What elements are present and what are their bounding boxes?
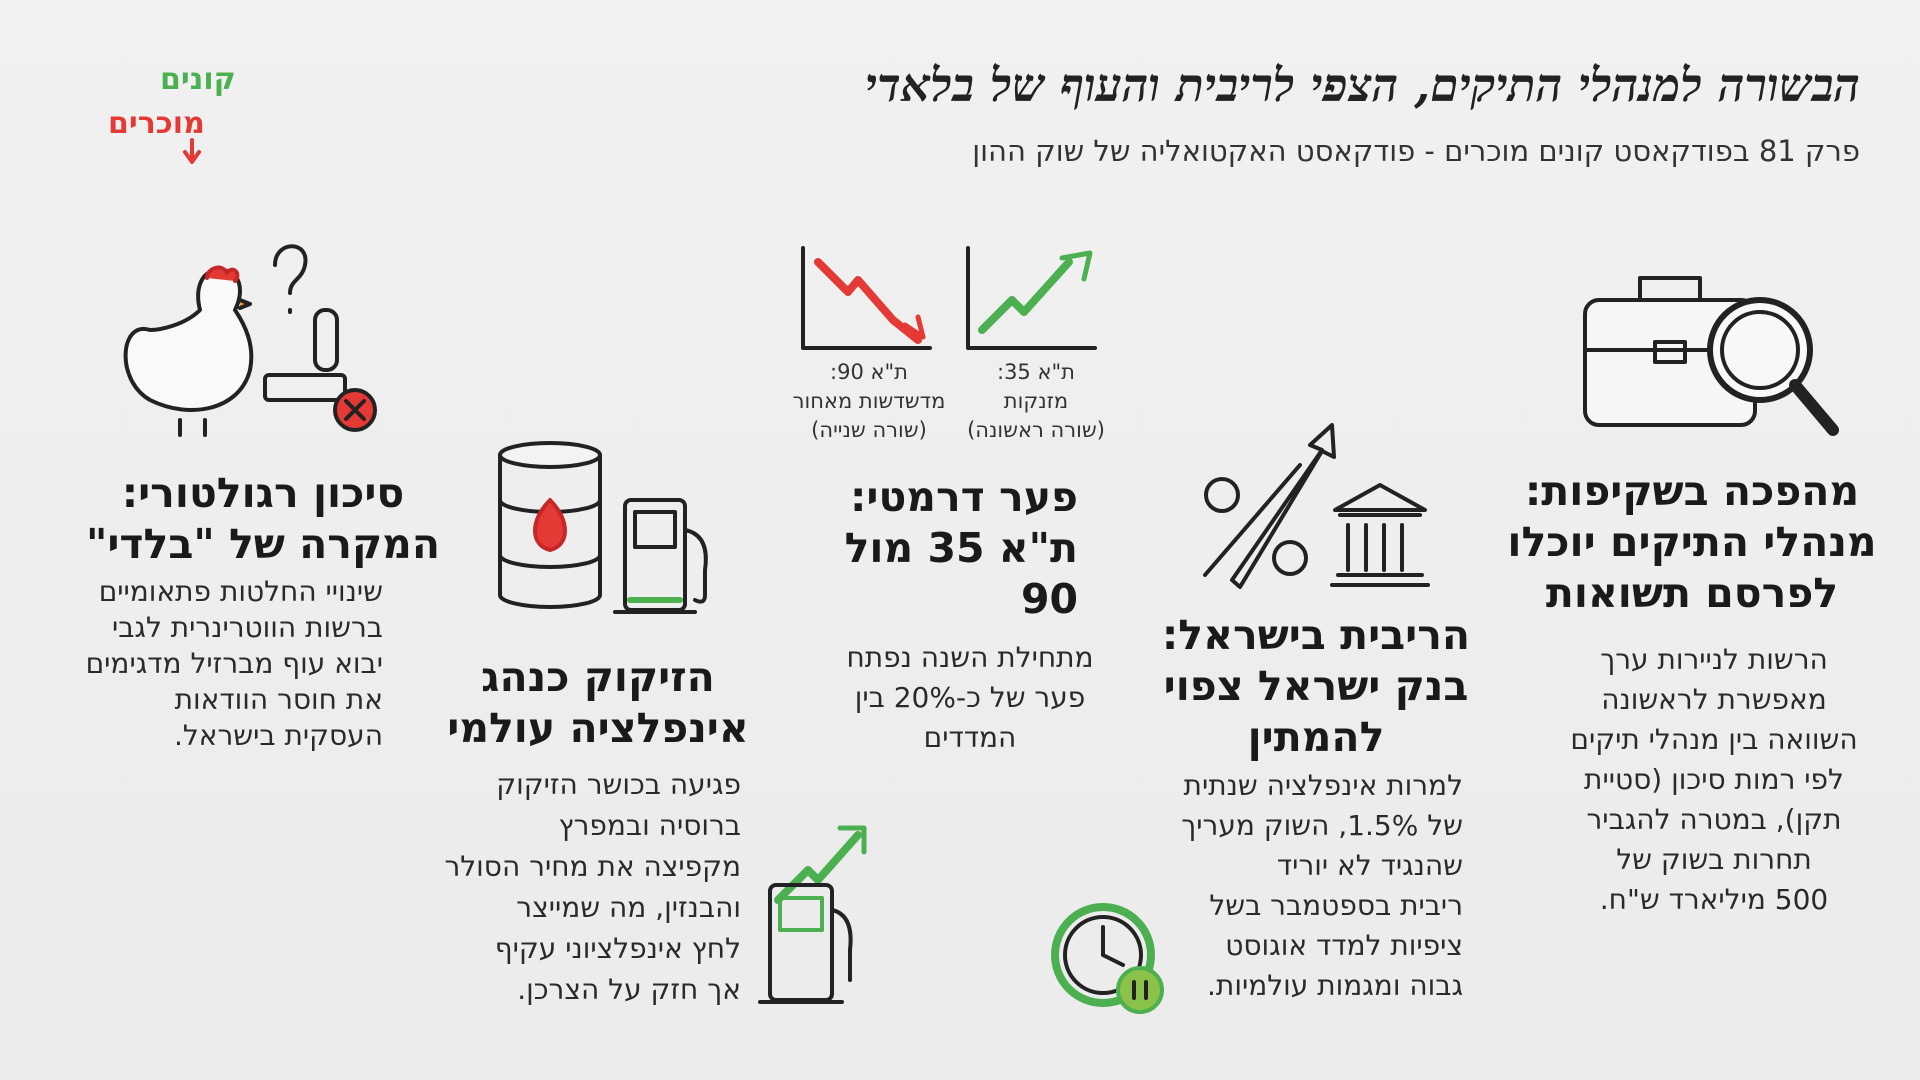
- section-title-line: 90: [1020, 575, 1078, 623]
- section-title-line: סיכון רגולטורי:: [121, 469, 405, 517]
- section-title: סיכון רגולטורי: המקרה של "בלדי": [86, 468, 440, 570]
- chart-label-line: ת"א 35:: [996, 360, 1075, 384]
- section-title: מהפכה בשקיפות: מנהלי התיקים יוכלו לפרסם תש…: [1507, 466, 1876, 619]
- section-body-line: את חוסר הוודאות: [174, 683, 383, 716]
- section-body: שינויי החלטות פתאומיים ברשות הווטרינרית ל…: [86, 574, 383, 754]
- section-title-line: ת"א 35 מול: [844, 524, 1078, 572]
- section-body-line: השוואה בין מנהלי תיקים: [1570, 723, 1858, 756]
- logo-top: קונים: [160, 62, 236, 97]
- section-body-line: ריבית בספטמבר בשל: [1209, 889, 1463, 922]
- chart-label: ת"א 35: מזנקות (שורה ראשונה): [967, 358, 1105, 445]
- page-subtitle: פרק 81 בפודקאסט קונים מוכרים - פודקאסט ה…: [972, 134, 1860, 168]
- section-body-line: לחץ אינפלציוני עקיף: [494, 932, 741, 965]
- section-body-line: ציפיות למדד אוגוסט: [1225, 929, 1463, 962]
- chart-label-line: מדשדשות מאחור: [792, 389, 946, 413]
- chart-label-line: מזנקות: [1003, 389, 1069, 413]
- section-body-line: 500 מיליארד ש"ח.: [1599, 883, 1829, 916]
- section-title-line: להמתין: [1247, 713, 1385, 761]
- page-title: הבשורה למנהלי התיקים, הצפי לריבית והעוף …: [864, 58, 1860, 112]
- section-body-line: גבוה ומגמות עולמיות.: [1207, 969, 1463, 1002]
- section-title-line: אינפלציה עולמי: [447, 704, 749, 752]
- section-body-line: שינויי החלטות פתאומיים: [98, 575, 383, 608]
- section-body-line: תחרות בשוק של: [1616, 843, 1812, 876]
- section-title-line: לפרסם תשואות: [1545, 569, 1839, 617]
- section-title-line: פער דרמטי:: [849, 473, 1078, 521]
- section-body-line: לפי רמות סיכון (סטיית: [1584, 763, 1844, 796]
- section-body-line: ברשות הווטרינרית לגבי: [111, 611, 383, 644]
- section-body-line: פגיעה בכושר הזיקוק: [496, 768, 741, 801]
- chart-label: ת"א 90: מדשדשות מאחור (שורה שנייה): [793, 358, 946, 445]
- section-body: הרשות לניירות ערך מאפשרת לראשונה השוואה בי…: [1570, 640, 1857, 920]
- section-title-line: המקרה של "בלדי": [85, 520, 441, 568]
- section-body: פגיעה בכושר הזיקוק ברוסיה ובמפרץ מקפיצה את…: [444, 764, 741, 1010]
- section-body-line: אך חזק על הצרכן.: [517, 973, 741, 1006]
- section-title: הריבית בישראל: בנק ישראל צפוי להמתין: [1162, 610, 1470, 763]
- section-title-line: הריבית בישראל:: [1161, 611, 1471, 659]
- section-body-line: שהנגיד לא יוריד: [1276, 849, 1463, 882]
- section-body: מתחילת השנה נפתח פער של כ-20% בין המדדים: [846, 638, 1093, 758]
- section-body-line: הרשות לניירות ערך: [1600, 643, 1828, 676]
- section-body-line: מתחילת השנה נפתח: [846, 641, 1094, 674]
- section-body-line: יבוא עוף מברזיל מדגימים: [85, 647, 383, 680]
- section-body-line: המדדים: [923, 721, 1017, 754]
- section-title: פער דרמטי: ת"א 35 מול 90: [845, 472, 1078, 625]
- section-title-line: בנק ישראל צפוי: [1163, 662, 1469, 710]
- section-title-line: מהפכה בשקיפות:: [1524, 467, 1860, 515]
- logo-bottom: מוכרים: [108, 106, 205, 141]
- section-title-line: הזיקוק כנהג: [481, 653, 715, 701]
- section-body-line: מקפיצה את מחיר הסולר: [444, 850, 741, 883]
- chart-label-line: (שורה שנייה): [811, 418, 927, 442]
- chart-label-line: (שורה ראשונה): [967, 418, 1105, 442]
- section-body-line: של 1.5%, השוק מעריך: [1181, 809, 1463, 842]
- section-title: הזיקוק כנהג אינפלציה עולמי: [447, 652, 748, 754]
- section-body-line: ברוסיה ובמפרץ: [558, 809, 741, 842]
- section-body: למרות אינפלציה שנתית של 1.5%, השוק מעריך ש…: [1181, 766, 1463, 1006]
- section-title-line: מנהלי התיקים יוכלו: [1507, 518, 1877, 566]
- section-body-line: העסקית בישראל.: [173, 719, 383, 752]
- section-body-line: תקן), במטרה להגביר: [1586, 803, 1842, 836]
- section-body-line: פער של כ-20% בין: [854, 681, 1086, 714]
- chart-label-line: ת"א 90:: [830, 360, 908, 384]
- section-body-line: למרות אינפלציה שנתית: [1183, 769, 1463, 802]
- section-body-line: מאפשרת לראשונה: [1601, 683, 1827, 716]
- section-body-line: והבנזין, מה שמייצר: [516, 891, 741, 924]
